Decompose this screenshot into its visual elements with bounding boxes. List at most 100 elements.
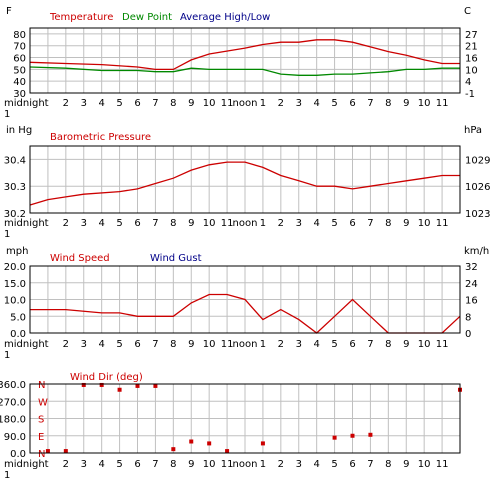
y-tick-label: 30.2: [4, 209, 26, 220]
x-tick-label: noon: [233, 459, 258, 470]
y-tick-label-right: 16: [465, 54, 478, 65]
x-tick-label: 8: [385, 218, 391, 229]
x-tick-label: 1: [260, 459, 266, 470]
x-tick-label: 4: [98, 218, 104, 229]
x-tick-label: 3: [296, 339, 302, 350]
x-tick-label: 2: [278, 98, 284, 109]
x-tick-label: 6: [349, 218, 355, 229]
wind-speed-x-axis: midnight 12 3 4 5 6 7 8 9 10 11 noon 1 2 3 4 5 6 7 8 9 10 11: [4, 339, 448, 361]
x-tick-label: 7: [367, 98, 373, 109]
y-tick-label: 20.0: [4, 262, 26, 273]
x-tick-label: 6: [349, 339, 355, 350]
x-tick-label: 1: [260, 218, 266, 229]
x-tick-label: 4: [313, 98, 319, 109]
compass-label: W: [38, 397, 48, 408]
x-tick-label: 11: [436, 98, 449, 109]
y-tick-label: 270.0: [0, 397, 26, 408]
x-tick-label: 9: [188, 459, 194, 470]
x-tick-label: 7: [152, 98, 158, 109]
wind-dir-grid: [30, 383, 460, 454]
x-tick-label: 2: [63, 339, 69, 350]
x-tick-label: 8: [170, 339, 176, 350]
pressure-unit-left: in Hg: [6, 125, 32, 136]
wind-speed-series: [30, 293, 461, 334]
legend-average-high-low: Average High/Low: [180, 12, 270, 23]
x-tick-label: 9: [403, 339, 409, 350]
x-tick-label: 8: [385, 339, 391, 350]
pressure-y-axis-left: 30.2 30.3 30.4: [4, 155, 26, 220]
wind-dir-point: [81, 382, 86, 387]
x-tick-label: 1: [260, 98, 266, 109]
x-tick-label: midnight 1: [4, 98, 49, 120]
x-tick-label: 2: [63, 459, 69, 470]
wind-speed-panel: mph km/h Wind Speed Wind Gust 0.05.010.0…: [4, 246, 490, 361]
x-tick-label: 7: [367, 459, 373, 470]
compass-label: E: [38, 432, 44, 443]
legend-wind-speed: Wind Speed: [50, 253, 110, 264]
x-tick-label: noon: [233, 339, 258, 350]
pressure-unit-right: hPa: [464, 125, 482, 136]
x-tick-label: 5: [116, 218, 122, 229]
y-tick-label: 0.0: [10, 329, 26, 340]
y-tick-label-right: 8: [465, 312, 471, 323]
x-tick-label: 6: [349, 459, 355, 470]
x-tick-label: 11: [221, 98, 234, 109]
y-tick-label: 80: [13, 30, 26, 41]
y-tick-label: 0.0: [10, 449, 26, 460]
x-tick-label: 4: [98, 459, 104, 470]
series-line-dew-point: [29, 66, 460, 76]
x-tick-label: 8: [170, 218, 176, 229]
wind-dir-point: [99, 382, 104, 387]
y-tick-label-right: 21: [465, 42, 478, 53]
temp-series: [29, 39, 460, 76]
wind-dir-point: [45, 449, 50, 454]
y-tick-label-right: 1029: [465, 155, 490, 166]
series-line-temperature: [29, 39, 460, 71]
y-tick-label-right: 16: [465, 296, 478, 307]
y-tick-label-right: 1026: [465, 182, 490, 193]
x-tick-label: 10: [203, 339, 216, 350]
x-tick-label: 6: [134, 339, 140, 350]
x-tick-label: 5: [116, 98, 122, 109]
x-tick-label: 10: [418, 218, 431, 229]
wind-dir-x-axis: midnight 12 3 4 5 6 7 8 9 10 11 noon 1 2 3 4 5 6 7 8 9 10 11: [4, 459, 448, 480]
x-tick-label: 10: [418, 459, 431, 470]
compass-label: N: [38, 449, 45, 460]
pressure-panel: in Hg hPa Barometric Pressure 30.230.330…: [4, 125, 491, 240]
wind-dir-point: [350, 433, 355, 438]
y-tick-label: 30.4: [4, 155, 26, 166]
wind-speed-plot-frame: [29, 265, 461, 334]
pressure-title: Barometric Pressure: [50, 132, 151, 143]
x-tick-label: 5: [331, 218, 337, 229]
x-tick-label: 1: [260, 339, 266, 350]
pressure-y-axis-right: 1023 1026 1029: [465, 155, 490, 220]
x-tick-label: 10: [418, 98, 431, 109]
x-tick-label: midnight 1: [4, 218, 49, 240]
wind-dir-y-axis-left: 0.0 90.0 180.0 270.0 360.0: [0, 380, 26, 460]
y-tick-label: 5.0: [10, 312, 26, 323]
x-tick-label: 3: [81, 98, 87, 109]
x-tick-label: 8: [170, 459, 176, 470]
x-tick-label: 7: [367, 218, 373, 229]
x-tick-label: 9: [188, 98, 194, 109]
y-tick-label: 60: [13, 54, 26, 65]
x-tick-label: 8: [170, 98, 176, 109]
x-tick-label: 11: [436, 218, 449, 229]
x-tick-label: 6: [134, 98, 140, 109]
x-tick-label: 11: [221, 339, 234, 350]
x-tick-label: noon: [233, 98, 258, 109]
x-tick-label: 5: [331, 459, 337, 470]
wind-dir-point: [117, 387, 122, 392]
x-tick-label: midnight 1: [4, 459, 49, 480]
x-tick-label: 3: [296, 218, 302, 229]
wind-dir-point: [153, 383, 158, 388]
series-line-barometric-pressure: [29, 161, 460, 206]
x-tick-label: 2: [278, 339, 284, 350]
y-tick-label: 90.0: [4, 432, 26, 443]
y-tick-label: 70: [13, 42, 26, 53]
x-tick-label: 7: [152, 339, 158, 350]
legend-temperature: Temperature: [49, 12, 113, 23]
wind-dir-point: [368, 432, 373, 437]
x-tick-label: 10: [203, 218, 216, 229]
